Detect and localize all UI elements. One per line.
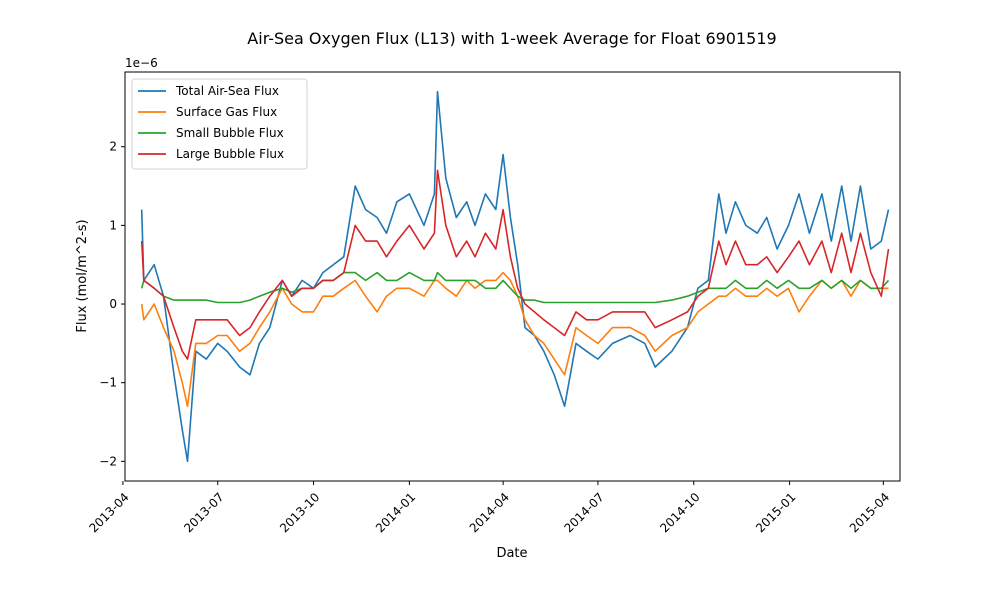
x-tick-label: 2013-07 (181, 490, 226, 535)
chart-title: Air-Sea Oxygen Flux (L13) with 1-week Av… (247, 29, 776, 48)
y-axis: −2 −1 0 1 2 (99, 140, 125, 468)
y-tick-label: 2 (109, 140, 117, 154)
x-tick-label: 2013-04 (86, 490, 131, 535)
x-axis-label: Date (496, 546, 527, 561)
x-tick-label: 2013-10 (277, 490, 322, 535)
series-line-3 (140, 271, 890, 304)
y-tick-label: −2 (99, 454, 117, 468)
series-line-1 (140, 90, 890, 463)
y-axis-label: Flux (mol/m^2-s) (75, 219, 90, 332)
x-tick-label: 2014-10 (657, 490, 702, 535)
y-tick-label: 0 (109, 297, 117, 311)
legend-label: Small Bubble Flux (176, 126, 284, 140)
x-tick-label: 2015-01 (753, 490, 798, 535)
x-tick-label: 2014-07 (561, 490, 606, 535)
legend-box (131, 78, 308, 170)
y-tick-label: 1 (109, 218, 117, 232)
series-line-4 (140, 169, 890, 360)
y-offset-label: 1e−6 (125, 56, 158, 70)
x-tick-label: 2014-04 (467, 490, 512, 535)
legend-label: Total Air-Sea Flux (175, 84, 279, 98)
plot-lines (140, 90, 890, 463)
legend-label: Surface Gas Flux (176, 105, 277, 119)
x-axis: 2013-04 2013-07 2013-10 2014-01 2014-04 2014-… (86, 481, 892, 535)
x-tick-label: 2015-04 (847, 490, 892, 535)
plot-frame (124, 71, 901, 482)
legend-label: Large Bubble Flux (176, 147, 284, 161)
series-line-2 (140, 271, 889, 408)
y-tick-label: −1 (99, 376, 117, 390)
x-tick-label: 2014-01 (373, 490, 418, 535)
legend: Total Air-Sea Flux Surface Gas Flux Small … (131, 78, 308, 170)
